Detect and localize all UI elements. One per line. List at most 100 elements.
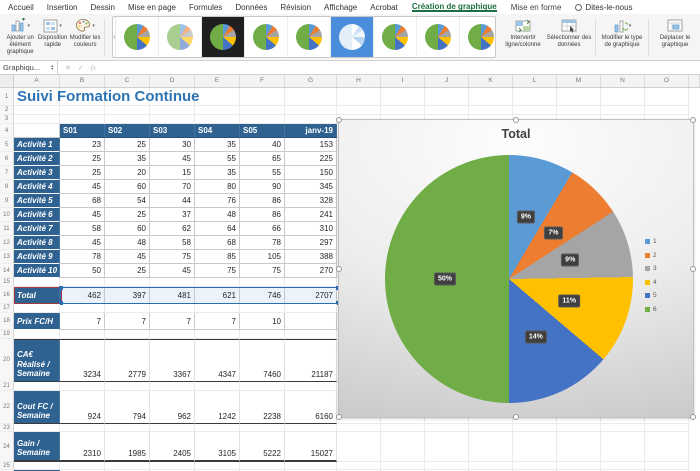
row-label[interactable]: Activité 8	[14, 236, 60, 250]
row-header-6[interactable]: 6	[0, 152, 14, 166]
chart-style-thumbnail[interactable]	[116, 17, 160, 57]
cell[interactable]	[469, 462, 513, 470]
cell[interactable]	[240, 115, 285, 124]
chart-resize-handle[interactable]	[690, 117, 696, 123]
value-cell[interactable]: 25	[60, 166, 105, 180]
value-cell[interactable]: 48	[105, 236, 150, 250]
value-cell[interactable]: 241	[285, 208, 337, 222]
cell[interactable]	[150, 424, 195, 432]
cell[interactable]	[14, 330, 60, 339]
value-cell[interactable]: 75	[240, 264, 285, 278]
cell[interactable]	[105, 88, 150, 106]
column-header-n[interactable]: N	[601, 75, 645, 87]
value-cell[interactable]: 86	[240, 208, 285, 222]
cell[interactable]	[469, 88, 513, 106]
value-cell[interactable]: 25	[105, 208, 150, 222]
cell[interactable]	[285, 278, 337, 287]
cell[interactable]	[285, 462, 337, 470]
cell[interactable]	[14, 115, 60, 124]
cell[interactable]	[601, 462, 645, 470]
row-label[interactable]: Activité 6	[14, 208, 60, 222]
row-header-1[interactable]: 1	[0, 88, 14, 106]
value-cell[interactable]: 75	[150, 250, 195, 264]
cell[interactable]	[425, 88, 469, 106]
value-cell[interactable]: 1242	[195, 391, 240, 424]
row-header-16[interactable]: 16	[0, 287, 14, 304]
chart-resize-handle[interactable]	[690, 414, 696, 420]
cell[interactable]	[513, 106, 557, 115]
value-cell[interactable]: 68	[60, 194, 105, 208]
value-cell[interactable]: 2779	[105, 339, 150, 382]
value-cell[interactable]: 3234	[60, 339, 105, 382]
chart-legend[interactable]: 1 2 3 4 5 6	[645, 238, 657, 313]
menu-item-acrobat[interactable]: Acrobat	[370, 2, 398, 12]
value-cell[interactable]: 85	[195, 250, 240, 264]
menu-item-formules[interactable]: Formules	[188, 2, 223, 12]
week-header[interactable]: S04	[195, 124, 240, 138]
value-cell[interactable]: 75	[195, 264, 240, 278]
row-header-3[interactable]: 3	[0, 115, 14, 124]
menu-item-donn-es[interactable]: Données	[235, 2, 268, 12]
cell[interactable]	[105, 115, 150, 124]
week-header[interactable]: S02	[105, 124, 150, 138]
cell[interactable]	[425, 432, 469, 462]
value-cell[interactable]: 7	[105, 313, 150, 330]
cell[interactable]	[601, 424, 645, 432]
column-header-o[interactable]: O	[645, 75, 689, 87]
value-cell[interactable]: 310	[285, 222, 337, 236]
cell[interactable]	[14, 124, 60, 138]
value-cell[interactable]: 62	[150, 222, 195, 236]
row-label[interactable]: Activité 1	[14, 138, 60, 152]
cell[interactable]	[469, 432, 513, 462]
value-cell[interactable]: 45	[150, 264, 195, 278]
cell[interactable]	[381, 432, 425, 462]
row-label[interactable]: Cout FC / Semaine	[14, 391, 60, 424]
value-cell[interactable]: 65	[240, 152, 285, 166]
row-header-4[interactable]: 4	[0, 124, 14, 138]
week-header[interactable]: S03	[150, 124, 195, 138]
value-cell[interactable]: 794	[105, 391, 150, 424]
value-cell[interactable]: 80	[195, 180, 240, 194]
value-cell[interactable]: 15027	[285, 432, 337, 462]
value-cell[interactable]: 6160	[285, 391, 337, 424]
cell[interactable]	[14, 382, 60, 391]
name-box[interactable]: Graphiqu... ▲ ▼	[0, 61, 58, 74]
gallery-scroll-left[interactable]: ‹	[113, 17, 117, 57]
menu-item-dessin[interactable]: Dessin	[90, 2, 115, 12]
cell[interactable]	[195, 462, 240, 470]
add-chart-element-button[interactable]: ▾ Ajouter un élément graphique	[4, 15, 36, 59]
value-cell[interactable]: 3105	[195, 432, 240, 462]
column-header-c[interactable]: C	[105, 75, 150, 87]
formula-input[interactable]	[96, 61, 700, 74]
insert-function-icon[interactable]: fx	[90, 63, 96, 72]
value-cell[interactable]: 78	[60, 250, 105, 264]
cancel-icon[interactable]: ✕	[65, 64, 71, 72]
value-cell[interactable]: 150	[285, 166, 337, 180]
cell[interactable]	[195, 115, 240, 124]
cell[interactable]	[285, 424, 337, 432]
value-cell[interactable]: 462	[60, 287, 105, 304]
cell[interactable]	[14, 462, 60, 470]
data-label[interactable]: 7%	[544, 226, 563, 240]
value-cell[interactable]: 2405	[150, 432, 195, 462]
week-header[interactable]: S05	[240, 124, 285, 138]
data-label[interactable]: 11%	[558, 294, 581, 308]
menu-item-accueil[interactable]: Accueil	[8, 2, 34, 12]
cell[interactable]	[195, 88, 240, 106]
value-cell[interactable]: 23	[60, 138, 105, 152]
value-cell[interactable]	[285, 313, 337, 330]
cell[interactable]	[150, 382, 195, 391]
cell[interactable]	[469, 106, 513, 115]
cell[interactable]	[285, 88, 337, 106]
row-header-15[interactable]: 15	[0, 278, 14, 287]
data-label[interactable]: 9%	[516, 210, 535, 224]
chart-style-thumbnail[interactable]	[374, 17, 418, 57]
value-cell[interactable]: 20	[105, 166, 150, 180]
value-cell[interactable]: 388	[285, 250, 337, 264]
change-colors-button[interactable]: ▾ Modifier les couleurs	[69, 15, 101, 59]
chart-style-thumbnail[interactable]	[331, 17, 375, 57]
chart-title[interactable]: Total	[501, 127, 531, 141]
column-header-m[interactable]: M	[557, 75, 601, 87]
value-cell[interactable]: 45	[105, 250, 150, 264]
select-all-corner[interactable]	[0, 75, 14, 87]
